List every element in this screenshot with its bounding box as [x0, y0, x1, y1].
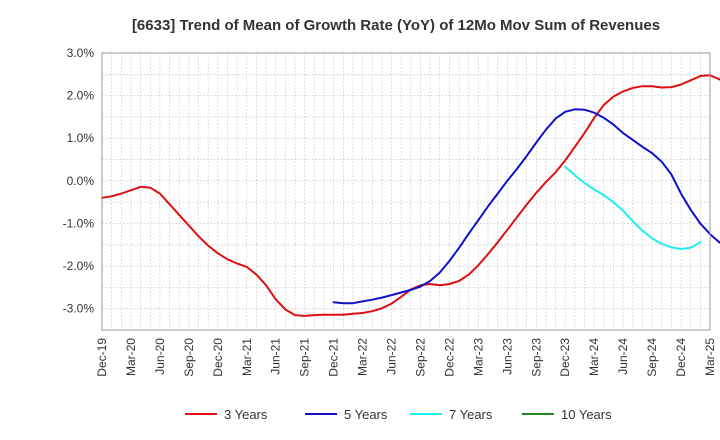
- y-tick-label: 2.0%: [67, 89, 95, 103]
- x-tick-label: Dec-20: [211, 338, 225, 377]
- plot-frame: [101, 52, 711, 331]
- chart-title: [6633] Trend of Mean of Growth Rate (YoY…: [132, 17, 660, 34]
- x-tick-label: Sep-21: [298, 338, 312, 377]
- x-tick-label: Sep-20: [182, 338, 196, 377]
- x-tick-label: Mar-21: [240, 338, 254, 376]
- series-line-7-years: [564, 165, 702, 250]
- series-line-5-years: [332, 108, 720, 305]
- series-line-3-years: [101, 74, 720, 317]
- x-tick-label: Dec-23: [558, 338, 572, 377]
- x-tick-label: Dec-24: [674, 338, 688, 377]
- x-tick-label: Jun-20: [153, 338, 167, 375]
- y-axis-ticks: 3.0% 2.0% 1.0% 0.0% -1.0% -2.0% -3.0%: [63, 46, 95, 316]
- y-tick-label: 1.0%: [67, 131, 95, 145]
- y-tick-label: -1.0%: [63, 216, 95, 230]
- legend-label-3-years: 3 Years: [224, 407, 268, 422]
- x-tick-label: Mar-25: [703, 338, 717, 376]
- x-tick-label: Mar-22: [356, 338, 370, 376]
- x-tick-label: Jun-24: [616, 338, 630, 375]
- y-tick-label: 0.0%: [67, 174, 95, 188]
- x-tick-label: Dec-22: [442, 338, 456, 377]
- x-tick-label: Dec-21: [327, 338, 341, 377]
- x-tick-label: Sep-23: [529, 338, 543, 377]
- x-tick-label: Dec-19: [95, 338, 109, 377]
- series-layer: [101, 74, 720, 317]
- x-tick-label: Jun-22: [385, 338, 399, 375]
- x-tick-label: Sep-24: [645, 338, 659, 377]
- grid-layer: [102, 53, 710, 330]
- x-tick-label: Jun-23: [500, 338, 514, 375]
- x-axis-ticks: Dec-19 Mar-20 Jun-20 Sep-20 Dec-20 Mar-21 Jun-…: [95, 338, 717, 377]
- y-tick-label: -2.0%: [63, 259, 95, 273]
- legend-label-5-years: 5 Years: [344, 407, 388, 422]
- y-tick-label: 3.0%: [67, 46, 95, 60]
- x-tick-label: Sep-22: [413, 338, 427, 377]
- x-tick-label: Mar-20: [124, 338, 138, 376]
- x-tick-label: Mar-23: [471, 338, 485, 376]
- x-tick-label: Mar-24: [587, 338, 601, 376]
- y-tick-label: -3.0%: [63, 302, 95, 316]
- legend: 3 Years 5 Years 7 Years 10 Years: [185, 407, 612, 422]
- x-tick-label: Jun-21: [269, 338, 283, 375]
- legend-label-10-years: 10 Years: [561, 407, 612, 422]
- legend-label-7-years: 7 Years: [449, 407, 493, 422]
